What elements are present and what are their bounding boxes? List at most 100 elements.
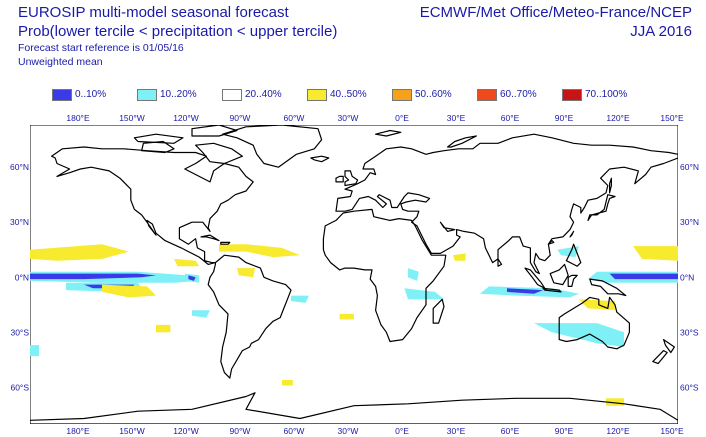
weighting-note: Unweighted mean (18, 56, 103, 68)
lon-tick-top: 60°E (501, 113, 520, 123)
coastline-canadian-islands (133, 133, 184, 144)
models-label: ECMWF/Met Office/Meteo-France/NCEP (419, 4, 692, 21)
coastline-south-america (207, 254, 292, 379)
coastlines (30, 125, 678, 424)
shading-40..50% (174, 258, 200, 267)
lat-tick-left: 0°N (15, 272, 29, 282)
title-block-left: EUROSIP multi-model seasonal forecast Pr… (18, 3, 337, 69)
shading-40..50% (30, 244, 129, 261)
shading-10..20% (408, 268, 419, 281)
coastline-victoria-island (141, 140, 175, 154)
coastline-borneo (549, 263, 569, 286)
legend-swatch (562, 89, 582, 101)
shading-40..50% (237, 268, 255, 278)
lat-tick-left: 60°N (10, 162, 29, 172)
coastline-baffin (195, 142, 243, 165)
lat-tick-left: 30°S (10, 327, 29, 337)
world-map (30, 125, 678, 424)
lon-tick-top: 30°W (338, 113, 359, 123)
legend-swatch (477, 89, 497, 101)
legend-label: 40..50% (330, 89, 367, 100)
coastline-taiwan (569, 230, 575, 238)
lon-tick-top: 60°W (284, 113, 305, 123)
coastline-japan (587, 194, 616, 221)
shading-40..50% (453, 253, 466, 261)
legend-label: 10..20% (160, 89, 197, 100)
coastline-sulawesi (567, 274, 578, 287)
coastline-iceland (310, 155, 330, 163)
legend-label: 0..10% (75, 89, 107, 100)
coastline-ireland (335, 175, 344, 183)
shading-10..20% (30, 345, 39, 357)
legend-label: 20..40% (245, 89, 282, 100)
coastline-arabia-gulf (439, 221, 456, 232)
legend-swatch (222, 89, 242, 101)
coastline-ellesmere (191, 125, 238, 137)
legend-swatch (307, 89, 327, 101)
shading-0..10% (609, 273, 678, 280)
lat-tick-right: 0°N (680, 272, 694, 282)
shading-40..50% (339, 313, 354, 320)
lat-tick-left: 30°N (10, 217, 29, 227)
lon-tick-top: 30°E (447, 113, 466, 123)
coastline-java (542, 287, 562, 293)
lon-tick-top: 120°E (606, 113, 630, 123)
coastline-philippines (565, 243, 582, 267)
coastline-sri-lanka (497, 258, 503, 267)
lon-tick-top: 120°W (173, 113, 199, 123)
lon-tick-bottom: 90°E (555, 426, 574, 436)
shading-10..20% (557, 246, 579, 258)
lat-tick-left: 60°S (10, 382, 29, 392)
shading-40..50% (282, 380, 293, 386)
shading-0..10% (507, 288, 543, 294)
season-label: JJA 2016 (630, 23, 692, 40)
legend-label: 70..100% (585, 89, 628, 100)
lon-tick-bottom: 150°E (660, 426, 684, 436)
legend-swatch (392, 89, 412, 101)
lat-tick-right: 60°S (680, 382, 699, 392)
lat-tick-right: 30°S (680, 327, 699, 337)
shading-40..50% (102, 284, 156, 298)
shading-0..10% (30, 273, 156, 280)
lon-tick-top: 0°E (395, 113, 409, 123)
chart-title: EUROSIP multi-model seasonal forecast (18, 4, 289, 21)
coastline-new-guinea (589, 278, 627, 297)
lat-tick-right: 30°N (680, 217, 699, 227)
legend-label: 60..70% (500, 89, 537, 100)
lon-tick-bottom: 0°E (395, 426, 409, 436)
coastline-sakhalin (609, 177, 612, 194)
coastline-hispaniola (220, 241, 231, 245)
shading-10..20% (404, 288, 444, 300)
legend-swatch (137, 89, 157, 101)
lon-tick-top: 90°E (555, 113, 574, 123)
shading-40..50% (633, 246, 678, 261)
lon-tick-bottom: 120°E (606, 426, 630, 436)
coastline-madagascar (432, 298, 445, 324)
coastline-svalbard (375, 129, 402, 137)
coastline-north-america (51, 146, 254, 265)
lat-tick-right: 60°N (680, 162, 699, 172)
shading-10..20% (291, 295, 309, 303)
lon-tick-bottom: 150°W (119, 426, 145, 436)
lon-tick-bottom: 60°W (284, 426, 305, 436)
lon-tick-bottom: 180°E (66, 426, 90, 436)
coastline-antarctica-edge (30, 392, 678, 424)
legend-label: 50..60% (415, 89, 452, 100)
shading-40..50% (156, 324, 171, 333)
lon-tick-top: 150°W (119, 113, 145, 123)
lon-tick-top: 150°E (660, 113, 684, 123)
lon-tick-bottom: 30°W (338, 426, 359, 436)
lon-tick-top: 90°W (230, 113, 251, 123)
lon-tick-bottom: 90°W (230, 426, 251, 436)
chart-subtitle: Prob(lower tercile < precipitation < upp… (18, 23, 338, 40)
shading-40..50% (219, 244, 300, 258)
shading-0..10% (188, 275, 196, 281)
coastline-new-zealand-north (663, 339, 675, 354)
title-block-right: ECMWF/Met Office/Meteo-France/NCEP JJA 2… (420, 3, 692, 41)
coastline-uk (344, 170, 359, 187)
coastline-eurasia (335, 133, 678, 275)
coastline-australia (558, 296, 630, 350)
shading-10..20% (192, 310, 210, 318)
coastline-novaya-zemlya (447, 135, 477, 148)
legend-swatch (52, 89, 72, 101)
